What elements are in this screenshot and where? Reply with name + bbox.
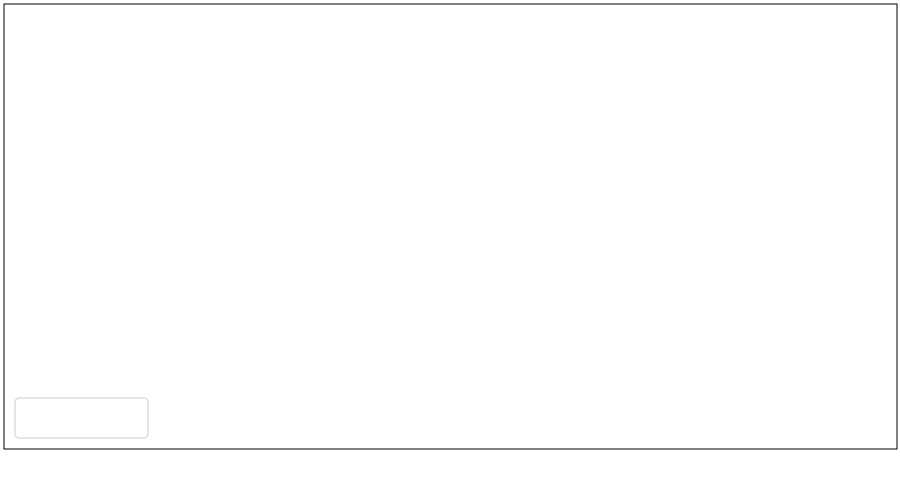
legend (14, 397, 149, 439)
legend-box (14, 397, 149, 439)
plot-frame (3, 3, 898, 450)
